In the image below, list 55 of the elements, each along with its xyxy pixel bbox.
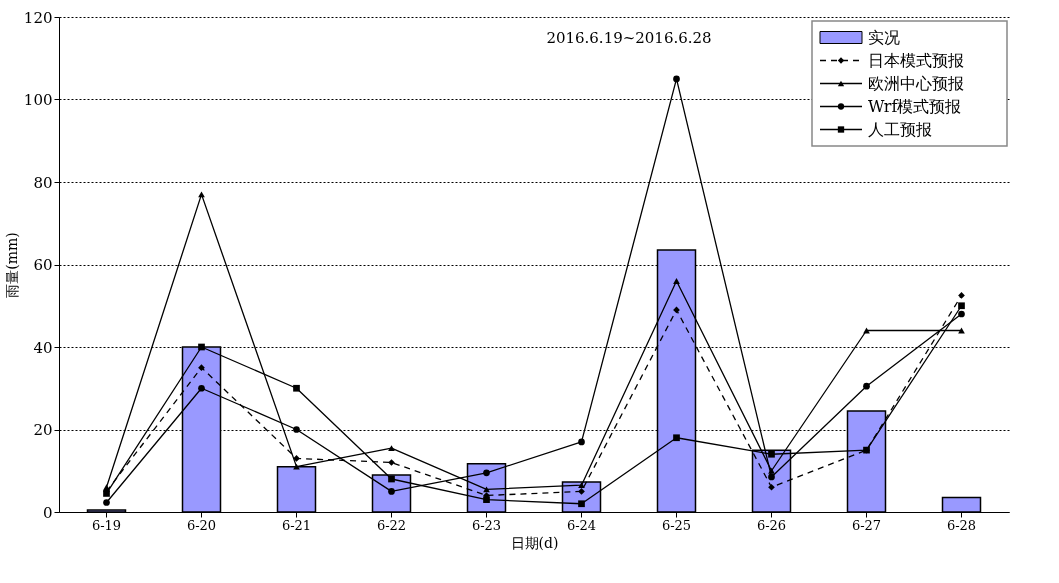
legend-label: 欧洲中心预报 xyxy=(868,73,964,93)
point xyxy=(958,302,965,310)
y-tick-label: 0 xyxy=(42,503,53,522)
point xyxy=(483,486,490,493)
y-tick-label: 120 xyxy=(23,8,53,27)
point xyxy=(198,384,205,392)
point xyxy=(293,426,300,433)
point xyxy=(958,310,965,318)
point xyxy=(198,191,205,198)
point xyxy=(198,364,205,371)
point xyxy=(293,384,300,392)
point xyxy=(198,343,205,351)
x-tick-label: 6-20 xyxy=(186,517,217,533)
point xyxy=(673,434,680,442)
point xyxy=(293,455,300,462)
point xyxy=(673,75,680,83)
x-tick-label: 6-19 xyxy=(91,517,122,533)
x-tick-label: 6-21 xyxy=(281,517,312,533)
point xyxy=(388,445,395,451)
y-tick-label: 60 xyxy=(33,256,53,274)
point xyxy=(768,473,775,481)
legend-label: Wrf模式预报 xyxy=(868,96,962,116)
x-tick-label: 6-23 xyxy=(471,517,502,533)
point xyxy=(103,499,110,506)
point xyxy=(578,500,585,508)
x-tick-label: 6-26 xyxy=(756,517,787,533)
point xyxy=(768,483,775,491)
legend-label: 日本模式预报 xyxy=(868,50,964,70)
point xyxy=(293,463,300,470)
point xyxy=(388,475,395,483)
y-tick-label: 40 xyxy=(33,338,53,357)
x-axis-title: 日期(d) xyxy=(510,534,559,551)
x-tick-label: 6-22 xyxy=(376,517,407,533)
point xyxy=(863,382,870,390)
point xyxy=(578,438,585,446)
point xyxy=(578,488,585,495)
legend-label: 实况 xyxy=(868,27,900,47)
point xyxy=(958,292,965,299)
x-tick-label: 6-27 xyxy=(851,517,882,533)
point xyxy=(388,488,395,495)
y-tick-label: 20 xyxy=(33,421,53,439)
y-axis-title: 雨量(mm) xyxy=(3,232,20,298)
x-tick-label: 6-28 xyxy=(946,517,977,533)
point xyxy=(483,469,490,477)
annotation: 2016.6.19~2016.6.28 xyxy=(546,29,712,47)
y-tick-label: 80 xyxy=(33,173,53,192)
point xyxy=(483,496,490,503)
x-tick-label: 6-24 xyxy=(566,517,597,533)
legend-label: 人工预报 xyxy=(868,119,932,139)
point xyxy=(388,459,395,466)
point xyxy=(578,482,585,489)
x-tick-label: 6-25 xyxy=(661,517,692,533)
point xyxy=(673,278,680,284)
point xyxy=(768,450,775,458)
y-tick-label: 100 xyxy=(23,91,53,109)
